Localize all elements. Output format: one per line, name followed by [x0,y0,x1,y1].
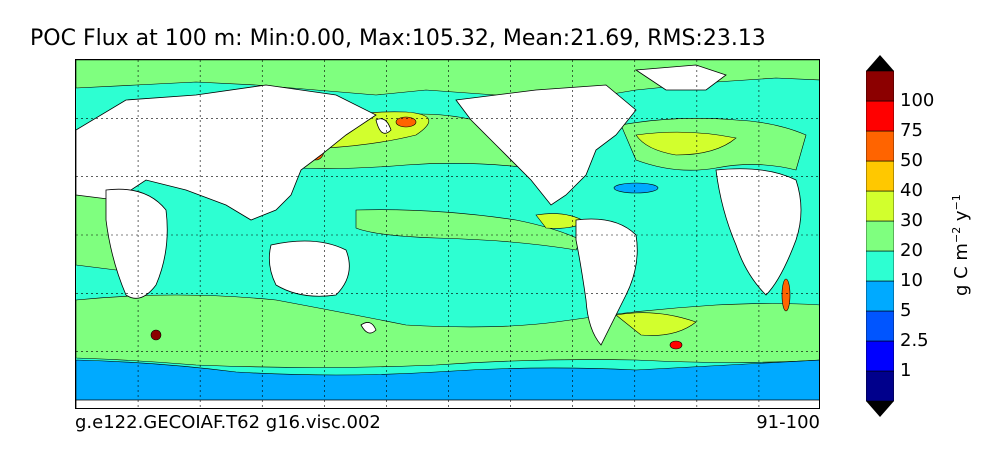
land-masses [76,64,819,408]
colorbar-tick-label: 5 [900,300,912,321]
land-new-zealand [360,322,377,334]
flux-region-gulf-stream [635,131,737,156]
map-panel [75,59,820,409]
map-graticule [76,60,819,408]
colorbar-unit-label: g C m−2 y−1 [950,194,972,296]
flux-region-sargasso [613,182,659,194]
colorbar-tick-label: 50 [900,150,923,171]
case-name-label: g.e122.GECOIAF.T62 g16.visc.002 [75,412,381,433]
flux-region-antarctic-margin [76,359,819,408]
colorbar-tick-label: 30 [900,210,923,231]
colorbar-tick-label: 2.5 [900,330,929,351]
unit-text: g C m [951,243,972,296]
land-eurasia [76,84,377,221]
flux-hotspot-kerguelen [150,329,162,341]
flux-hotspot-benguela [781,278,791,312]
colorbar-bin [866,340,894,372]
unit-exponent-area: −2 [950,226,963,244]
colorbar-extend-min [866,401,894,417]
colorbar-tick-label: 10 [900,270,923,291]
colorbar-tick-label: 20 [900,240,923,261]
colorbar-bin [866,130,894,162]
unit-time: y [951,210,972,227]
colorbar-tick-label: 100 [900,90,935,111]
colorbar-extend-max [866,55,894,71]
years-label: 91-100 [756,412,820,433]
land-south-america [575,218,638,346]
land-africa [715,168,802,296]
flux-region-arctic [76,60,819,101]
colorbar-bin [866,100,894,132]
colorbar-bin [866,220,894,252]
colorbar [866,55,894,417]
colorbar-tick-label: 1 [900,360,912,381]
land-north-america [455,84,637,206]
flux-map [76,60,819,408]
colorbar-tick-label: 75 [900,120,923,141]
colorbar-bin [866,310,894,342]
colorbar-tick-label: 40 [900,180,923,201]
land-japan [375,118,392,134]
colorbar-bin [866,280,894,312]
colorbar-bin [866,190,894,222]
flux-region-patagonia [615,312,697,336]
map-title: POC Flux at 100 m: Min:0.00, Max:105.32,… [30,26,766,51]
colorbar-bin [866,370,894,402]
land-australia [268,240,350,297]
flux-region-equatorial [355,209,582,251]
colorbar-bin [866,160,894,192]
colorbar-bin [866,70,894,102]
flux-hotspot-falklands [669,340,683,350]
colorbar-bin [866,250,894,282]
land-antarctica [76,399,819,408]
unit-exponent-time: −1 [950,194,963,211]
land-africa-east [105,188,168,299]
flux-hotspot-bering [395,116,417,128]
land-greenland [634,64,727,91]
